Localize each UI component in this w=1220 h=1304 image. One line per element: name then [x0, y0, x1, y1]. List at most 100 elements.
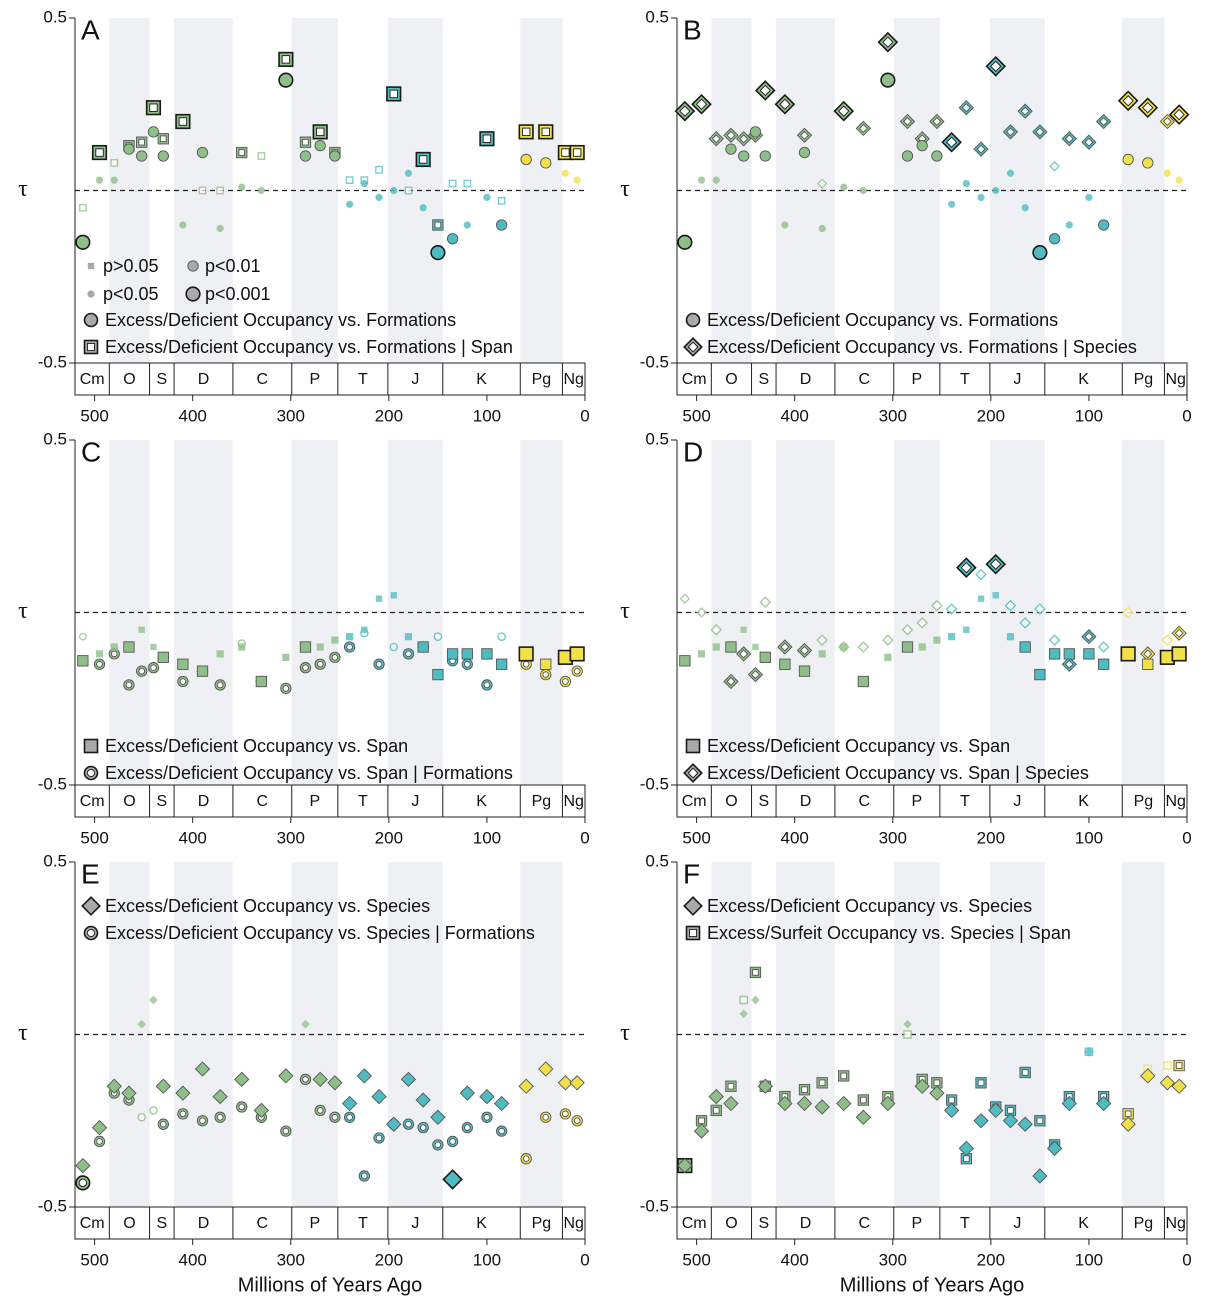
marker-shape — [86, 928, 96, 938]
data-point — [1046, 1140, 1063, 1157]
marker-shape — [95, 148, 104, 157]
marker-shape — [1034, 668, 1046, 681]
marker-shape — [314, 139, 326, 152]
period-label: Pg — [1134, 371, 1154, 388]
data-point — [106, 1078, 122, 1094]
marker-shape — [1021, 1069, 1029, 1076]
marker-shape — [945, 136, 958, 148]
data-point — [257, 152, 266, 160]
marker-shape — [992, 186, 1000, 195]
marker-shape — [882, 36, 894, 48]
marker-shape — [404, 186, 413, 195]
data-point — [136, 150, 148, 162]
marker-shape — [497, 632, 506, 641]
data-point — [417, 1122, 429, 1134]
data-point — [903, 1030, 912, 1039]
data-point — [712, 643, 720, 651]
period-bar — [676, 1206, 1188, 1240]
marker-shape — [739, 1009, 749, 1019]
x-tick-label: 400 — [179, 406, 207, 425]
data-point — [236, 146, 248, 159]
marker-shape — [726, 130, 736, 140]
data-point — [796, 127, 813, 143]
data-point — [430, 1109, 446, 1125]
panel-label: E — [81, 858, 100, 889]
data-point — [749, 966, 762, 979]
data-point — [390, 186, 398, 195]
data-point — [948, 633, 956, 641]
data-point — [901, 623, 914, 636]
marker-shape — [929, 1085, 945, 1101]
marker-shape — [179, 1110, 187, 1118]
data-point — [123, 143, 135, 155]
period-label: O — [123, 371, 135, 388]
y-axis-label: τ — [620, 1020, 630, 1046]
legend-label: Excess/Deficient Occupancy vs. Species |… — [105, 923, 535, 943]
data-point — [1081, 628, 1097, 645]
marker-shape — [375, 1134, 383, 1142]
marker-shape — [914, 1078, 930, 1094]
marker-shape — [801, 1086, 808, 1094]
x-tick-label: 100 — [473, 828, 501, 847]
data-point — [1019, 641, 1031, 653]
marker-shape — [149, 995, 158, 1005]
marker-shape — [903, 1019, 912, 1029]
marker-shape — [346, 200, 354, 208]
marker-shape — [685, 312, 701, 328]
data-point — [479, 1088, 495, 1105]
data-point — [110, 643, 118, 651]
data-point — [691, 93, 712, 115]
marker-shape — [711, 134, 721, 144]
data-point — [1097, 641, 1110, 653]
data-point — [877, 31, 899, 53]
marker-shape — [916, 139, 928, 152]
data-point — [918, 643, 926, 651]
data-point — [278, 1068, 294, 1084]
period-label: T — [358, 793, 368, 810]
marker-shape — [1007, 1107, 1014, 1114]
y-tick-label: 0.5 — [43, 7, 67, 26]
marker-shape — [1163, 169, 1171, 177]
marker-shape — [75, 1157, 91, 1174]
panel-label: A — [81, 14, 100, 45]
data-point — [859, 186, 867, 195]
period-label: Cm — [682, 1215, 707, 1232]
data-point — [147, 662, 160, 674]
marker-shape — [1061, 1095, 1077, 1112]
data-point — [461, 658, 473, 670]
data-point — [234, 1071, 250, 1088]
marker-shape — [178, 117, 188, 126]
data-point — [360, 180, 368, 188]
marker-shape — [483, 681, 491, 689]
marker-shape — [931, 150, 943, 162]
data-point — [110, 158, 119, 167]
y-tick-label: 0.5 — [645, 851, 669, 870]
period-band — [387, 440, 443, 785]
period-label: C — [257, 1215, 269, 1232]
data-point — [346, 200, 354, 208]
data-point — [1168, 104, 1190, 125]
marker-shape — [759, 150, 771, 162]
marker-shape — [679, 655, 691, 667]
period-label: J — [1013, 371, 1021, 388]
period-label: T — [960, 371, 970, 388]
data-point — [956, 557, 977, 578]
data-point — [781, 221, 789, 229]
marker-shape — [302, 138, 309, 146]
marker-shape — [216, 224, 224, 233]
data-point — [329, 150, 341, 162]
data-point — [495, 1125, 508, 1137]
x-tick-label: 500 — [682, 1250, 710, 1269]
marker-shape — [1048, 634, 1061, 646]
marker-shape — [759, 84, 771, 97]
data-point — [149, 995, 158, 1005]
y-tick-label: 0.5 — [43, 851, 67, 870]
period-label: Cm — [80, 1215, 105, 1232]
data-point — [432, 668, 444, 681]
data-point — [343, 641, 356, 653]
data-point — [314, 658, 326, 670]
data-point — [216, 224, 224, 233]
legend-label: Excess/Deficient Occupancy vs. Span | Sp… — [707, 763, 1089, 783]
data-point — [157, 651, 169, 664]
x-tick-label: 0 — [580, 1250, 589, 1269]
